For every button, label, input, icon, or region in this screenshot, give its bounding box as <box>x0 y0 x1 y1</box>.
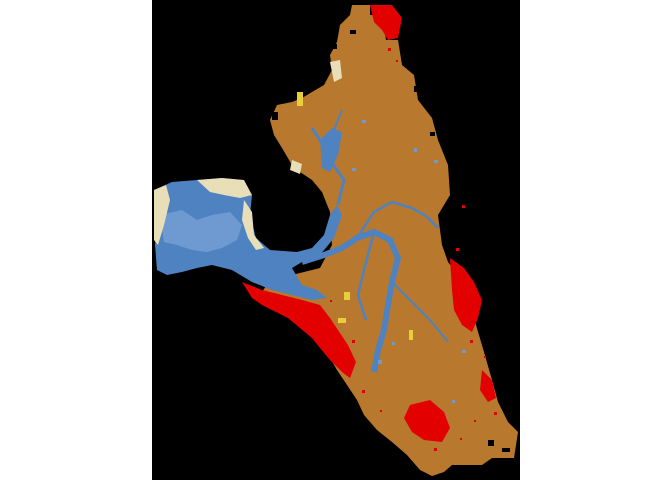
lake-region <box>320 128 342 172</box>
river-channel <box>391 281 449 343</box>
urban-region <box>450 258 482 332</box>
barren-sand-region <box>330 60 342 82</box>
barren-sand-region <box>290 160 302 174</box>
urban-region <box>370 5 402 40</box>
map-canvas[interactable] <box>152 0 520 480</box>
cropland-patch <box>338 318 346 323</box>
barren-sand-region <box>197 178 252 198</box>
texture-noise <box>352 120 466 403</box>
urban-region <box>404 400 450 442</box>
wetland-region <box>160 210 242 252</box>
texture-noise <box>164 30 510 472</box>
urban-region <box>480 370 496 402</box>
river-channel <box>355 200 439 239</box>
cropland-patch <box>344 292 350 300</box>
cropland-patch <box>297 92 303 106</box>
barren-sand-region <box>242 200 264 250</box>
barren-sand-region <box>154 185 170 245</box>
river-channel <box>356 231 376 321</box>
urban-region <box>242 282 356 378</box>
cropland-patch <box>409 330 413 340</box>
estuary-water-region <box>154 178 342 300</box>
river-channel <box>301 228 402 373</box>
texture-noise <box>298 48 497 451</box>
land-cover-map <box>154 5 518 476</box>
